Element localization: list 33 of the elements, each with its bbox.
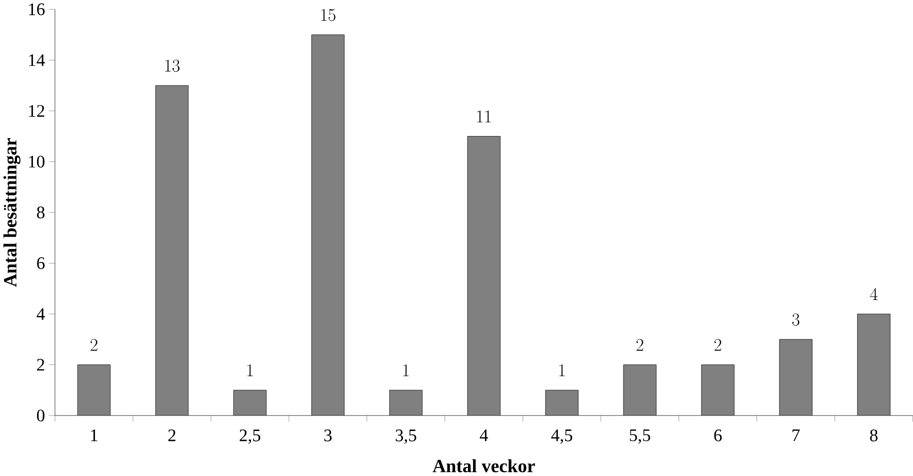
y-tick-label: 6 <box>37 257 45 270</box>
x-tick-label: 5,5 <box>630 430 650 444</box>
data-label: 1 <box>403 364 409 376</box>
y-tick-label: 10 <box>29 156 44 168</box>
x-tick-label: 6 <box>714 430 722 442</box>
x-tick-label: 1 <box>91 430 98 442</box>
y-tick-label: 12 <box>29 105 44 117</box>
y-axis-title: Antal besättningar <box>3 138 20 288</box>
x-tick-label: 7 <box>792 430 800 442</box>
data-label: 2 <box>714 339 722 351</box>
x-axis-title: Antal veckor <box>432 459 535 472</box>
data-label: 1 <box>247 364 253 376</box>
data-label: 4 <box>870 288 878 300</box>
data-label: 2 <box>636 339 644 351</box>
data-label: 2 <box>90 339 98 351</box>
data-label: 15 <box>321 9 336 22</box>
y-tick-label: 2 <box>37 359 44 371</box>
data-label: 13 <box>165 60 180 72</box>
x-tick-label: 4,5 <box>551 430 572 444</box>
y-tick-label: 0 <box>37 410 44 422</box>
y-tick-label: 8 <box>37 206 44 218</box>
x-tick-label: 3,5 <box>396 430 416 444</box>
data-label: 1 <box>559 364 565 376</box>
x-tick-label: 2,5 <box>240 430 260 444</box>
y-tick-label: 4 <box>36 308 45 320</box>
y-tick-label: 16 <box>29 4 45 16</box>
y-tick-label: 14 <box>29 54 45 66</box>
data-label: 11 <box>477 110 491 122</box>
x-tick-label: 8 <box>870 430 878 442</box>
x-tick-label: 2 <box>168 430 176 442</box>
data-label: 3 <box>792 314 800 326</box>
x-tick-label: 3 <box>324 430 332 442</box>
x-tick-label: 4 <box>480 430 488 442</box>
